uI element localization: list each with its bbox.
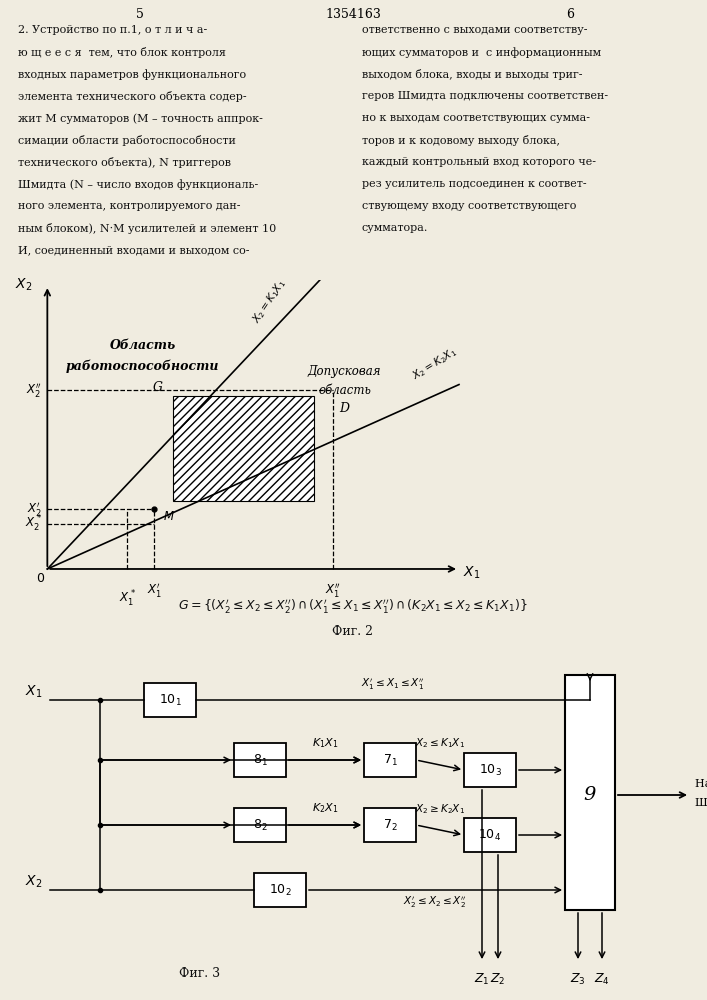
Text: $G = \{(X_2' \leq X_2 \leq X_2'') \cap (X_1' \leq X_1 \leq X_1'') \cap (K_2 X_1 : $G = \{(X_2' \leq X_2 \leq X_2'') \cap (… [178,597,528,615]
Text: M: M [163,510,174,523]
Text: $8_2$: $8_2$ [252,817,267,833]
Text: каждый контрольный вход которого че-: каждый контрольный вход которого че- [362,157,596,167]
Text: $X_2''$: $X_2''$ [25,381,42,399]
Text: $7_2$: $7_2$ [382,817,397,833]
Text: входных параметров функционального: входных параметров функционального [18,69,246,80]
Text: $Z_4$: $Z_4$ [594,972,610,987]
Text: $X_2 = K_1 X_1$: $X_2 = K_1 X_1$ [250,276,288,326]
Text: Фиг. 3: Фиг. 3 [180,967,221,980]
Text: ного элемента, контролируемого дан-: ного элемента, контролируемого дан- [18,201,240,211]
Text: 1354163: 1354163 [325,8,381,21]
Text: 0: 0 [36,572,44,585]
Text: $10_4$: $10_4$ [479,827,501,843]
Text: Область: Область [110,339,176,352]
Text: но к выходам соответствующих сумма-: но к выходам соответствующих сумма- [362,113,590,123]
Text: $X_2$: $X_2$ [25,874,42,890]
Text: $7_1$: $7_1$ [382,752,397,768]
Text: 6: 6 [566,8,574,21]
Text: Шмидта (N – число входов функциональ-: Шмидта (N – число входов функциональ- [18,179,258,190]
Text: выходом блока, входы и выходы триг-: выходом блока, входы и выходы триг- [362,69,583,80]
Text: область: область [318,384,371,397]
Text: ШШ 3: ШШ 3 [695,798,707,808]
Text: элемента технического объекта содер-: элемента технического объекта содер- [18,91,247,102]
Text: $K_1X_1$: $K_1X_1$ [312,736,338,750]
FancyBboxPatch shape [254,873,306,907]
FancyBboxPatch shape [234,808,286,842]
FancyBboxPatch shape [565,675,615,910]
Text: $8_1$: $8_1$ [252,752,267,768]
Text: $X_2 \geq K_2X_1$: $X_2 \geq K_2X_1$ [415,802,465,816]
Text: 2. Устройство по п.1, о т л и ч а-: 2. Устройство по п.1, о т л и ч а- [18,25,207,35]
Text: жит M сумматоров (M – точность аппрок-: жит M сумматоров (M – точность аппрок- [18,113,263,124]
FancyBboxPatch shape [364,743,416,777]
Text: геров Шмидта подключены соответствен-: геров Шмидта подключены соответствен- [362,91,608,101]
Text: $X_1$: $X_1$ [25,684,42,700]
FancyBboxPatch shape [144,683,196,717]
Text: $X_2$: $X_2$ [15,277,32,293]
Text: торов и к кодовому выходу блока,: торов и к кодовому выходу блока, [362,135,560,146]
Text: симации области работоспособности: симации области работоспособности [18,135,236,146]
Text: работоспособности: работоспособности [66,360,219,373]
Text: ответственно с выходами соответству-: ответственно с выходами соответству- [362,25,588,35]
Text: $X_2' \leq X_2 \leq X_2''$: $X_2' \leq X_2 \leq X_2''$ [403,895,467,910]
Text: ным блоком), N·M усилителей и элемент 10: ным блоком), N·M усилителей и элемент 10 [18,223,276,234]
Text: 9: 9 [584,786,596,804]
Text: G: G [153,381,163,394]
Text: $X_1''$: $X_1''$ [325,581,341,599]
Text: $K_2X_1$: $K_2X_1$ [312,801,338,815]
Text: $X_2^*$: $X_2^*$ [25,514,42,534]
Text: Допусковая: Допусковая [308,365,381,378]
Text: Фиг. 2: Фиг. 2 [332,625,373,638]
Text: $10_1$: $10_1$ [158,692,182,708]
Text: $10_2$: $10_2$ [269,882,291,898]
Text: $10_3$: $10_3$ [479,762,501,778]
Text: технического объекта), N триггеров: технического объекта), N триггеров [18,157,231,168]
Text: $Z_2$: $Z_2$ [490,972,506,987]
FancyBboxPatch shape [234,743,286,777]
Text: $X_1'$: $X_1'$ [146,581,162,599]
Polygon shape [173,396,314,501]
Text: $X_2 = K_2 X_1$: $X_2 = K_2 X_1$ [409,345,459,383]
Text: $X_1$: $X_1$ [463,565,480,581]
Text: рез усилитель подсоединен к соответ-: рез усилитель подсоединен к соответ- [362,179,587,189]
FancyBboxPatch shape [364,808,416,842]
Text: $Z_1$: $Z_1$ [474,972,490,987]
FancyBboxPatch shape [464,818,516,852]
Text: сумматора.: сумматора. [362,223,428,233]
Text: $X_2'$: $X_2'$ [27,500,42,518]
FancyBboxPatch shape [464,753,516,787]
Text: ю щ е е с я  тем, что блок контроля: ю щ е е с я тем, что блок контроля [18,47,226,58]
Text: $X_1' \leq X_1 \leq X_1''$: $X_1' \leq X_1 \leq X_1''$ [361,677,425,692]
Text: ствующему входу соответствующего: ствующему входу соответствующего [362,201,576,211]
Text: $X_2 \leq K_1X_1$: $X_2 \leq K_1X_1$ [415,736,465,750]
Text: $Z_3$: $Z_3$ [570,972,586,987]
Text: 5: 5 [136,8,144,21]
Text: На вход: На вход [695,778,707,788]
Text: ющих сумматоров и  с информационным: ющих сумматоров и с информационным [362,47,601,58]
Text: D: D [339,402,350,415]
Text: $X_1^*$: $X_1^*$ [119,589,136,609]
Text: И, соединенный входами и выходом со-: И, соединенный входами и выходом со- [18,245,250,255]
